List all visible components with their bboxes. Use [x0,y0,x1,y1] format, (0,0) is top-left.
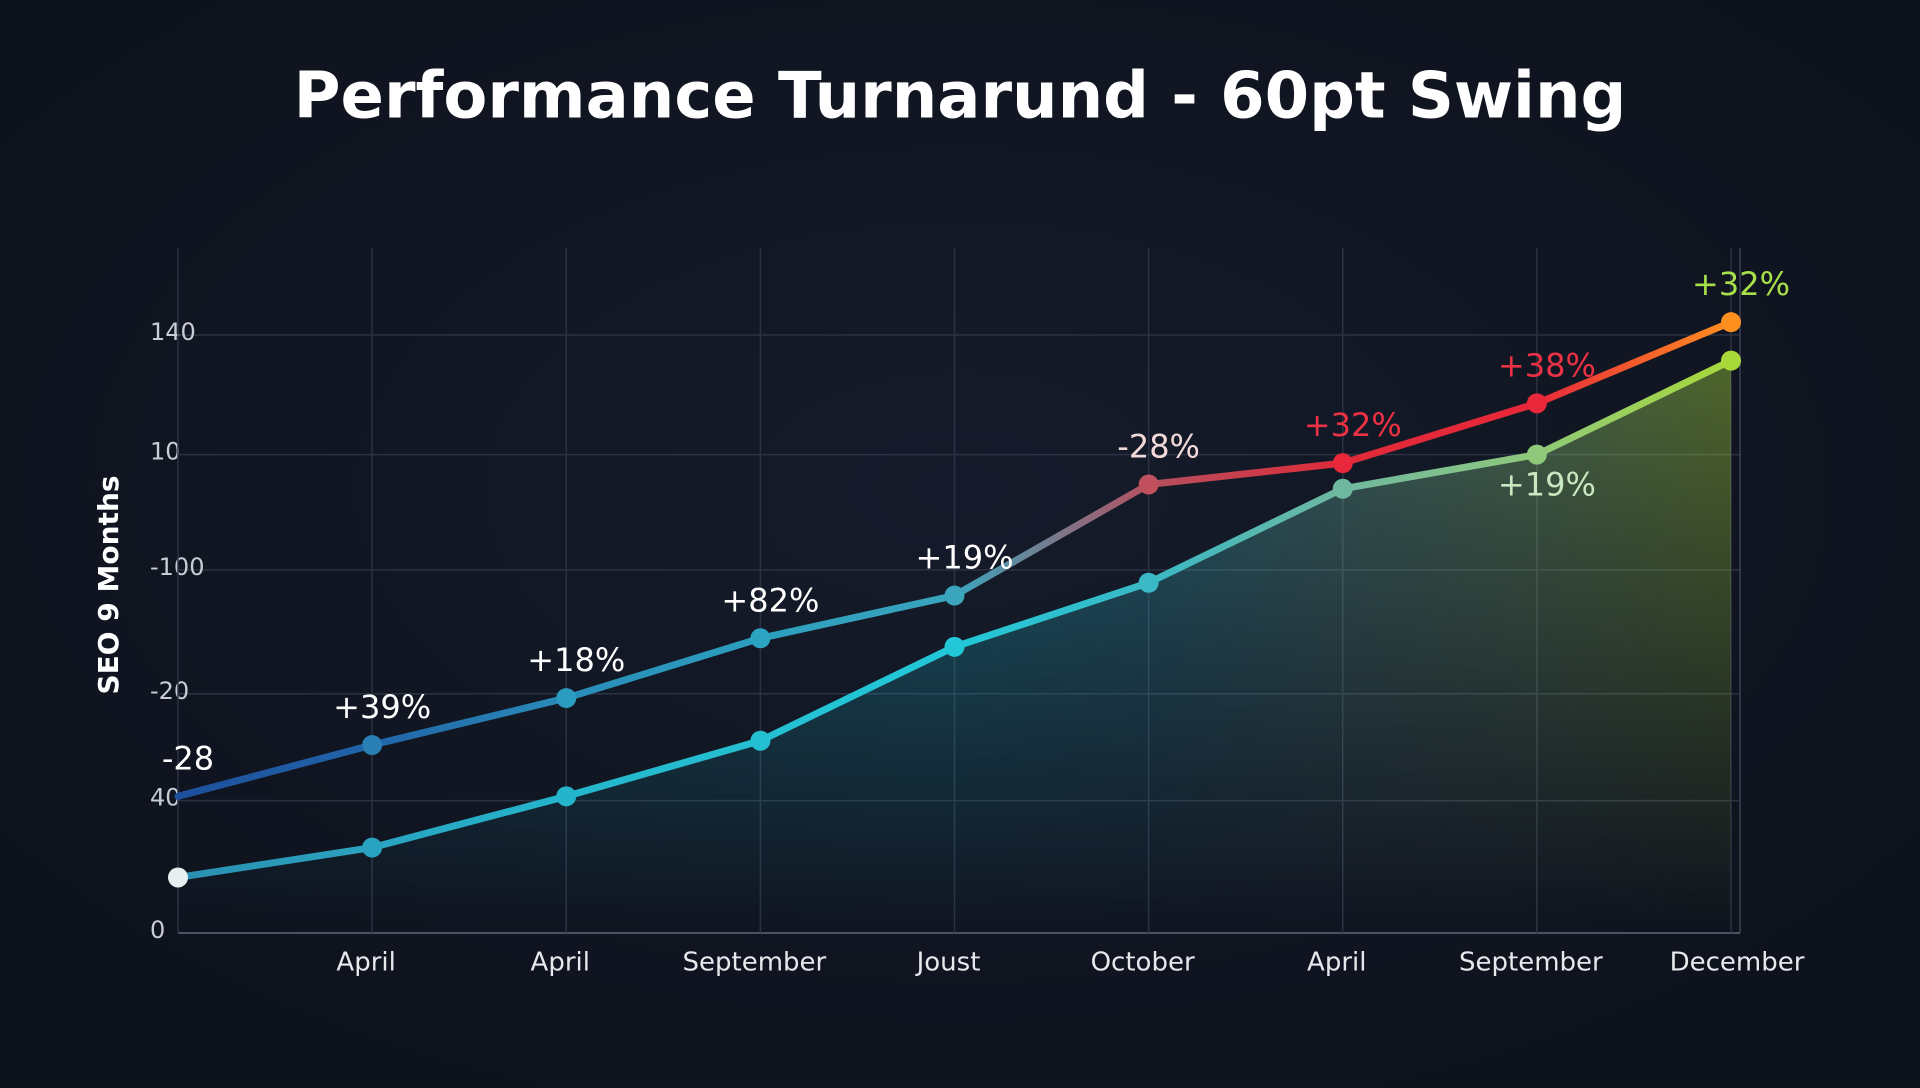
point-label: +82% [721,581,819,619]
x-tick-label: April [531,948,590,978]
x-tick-label: October [1091,948,1195,978]
y-tick-label: -100 [150,553,204,581]
x-tick-label: September [1459,948,1603,978]
data-point [168,867,188,888]
data-point [944,636,965,657]
data-point [1526,393,1547,414]
x-tick-label: December [1670,948,1805,978]
point-label: +19% [1498,466,1596,504]
data-point [1332,453,1353,474]
y-tick-label: 140 [150,318,196,346]
y-tick-label: -20 [150,677,189,705]
x-tick-label: April [1307,948,1366,978]
point-label: -28 [162,739,214,777]
y-tick-label: 0 [150,916,165,944]
data-point [362,837,383,858]
point-label: +32% [1304,406,1402,444]
point-label: +32% [1692,265,1790,303]
point-label: +38% [1498,346,1596,384]
data-point [750,628,771,649]
y-tick-label: 10 [150,438,181,466]
point-label: +39% [333,688,431,726]
data-point [1721,350,1741,371]
data-point [556,786,577,807]
x-tick-label: Joust [915,948,981,978]
data-point [1138,572,1159,593]
data-point [944,585,965,606]
y-axis-label: SEO 9 Months [92,475,125,694]
point-label: +19% [916,539,1014,577]
x-tick-label: April [336,948,395,978]
data-point [362,735,383,756]
data-point [556,688,577,709]
data-point [1332,478,1353,499]
point-label: +18% [527,641,625,679]
data-point [1526,444,1547,465]
data-point [1721,312,1741,333]
data-point [750,730,771,751]
chart-title: Performance Turnarund - 60pt Swing [294,60,1627,134]
point-label: -28% [1117,428,1200,466]
data-point [1138,474,1159,495]
x-tick-label: September [683,948,827,978]
